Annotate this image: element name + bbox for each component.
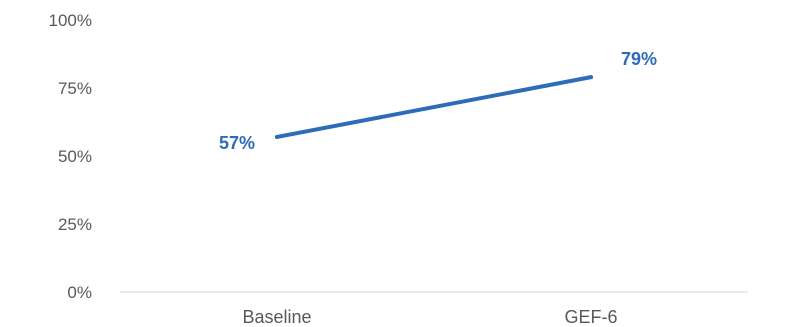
y-tick-label: 25% bbox=[58, 215, 92, 234]
y-tick-label: 75% bbox=[58, 79, 92, 98]
x-tick-label: Baseline bbox=[242, 307, 311, 327]
series-line bbox=[275, 75, 593, 139]
data-point bbox=[275, 134, 279, 139]
data-label: 79% bbox=[621, 49, 657, 69]
y-tick-label: 50% bbox=[58, 147, 92, 166]
y-tick-label: 100% bbox=[49, 11, 92, 30]
y-tick-label: 0% bbox=[67, 283, 92, 302]
data-point bbox=[589, 75, 593, 80]
data-label: 57% bbox=[219, 133, 255, 153]
x-tick-label: GEF-6 bbox=[564, 307, 617, 327]
